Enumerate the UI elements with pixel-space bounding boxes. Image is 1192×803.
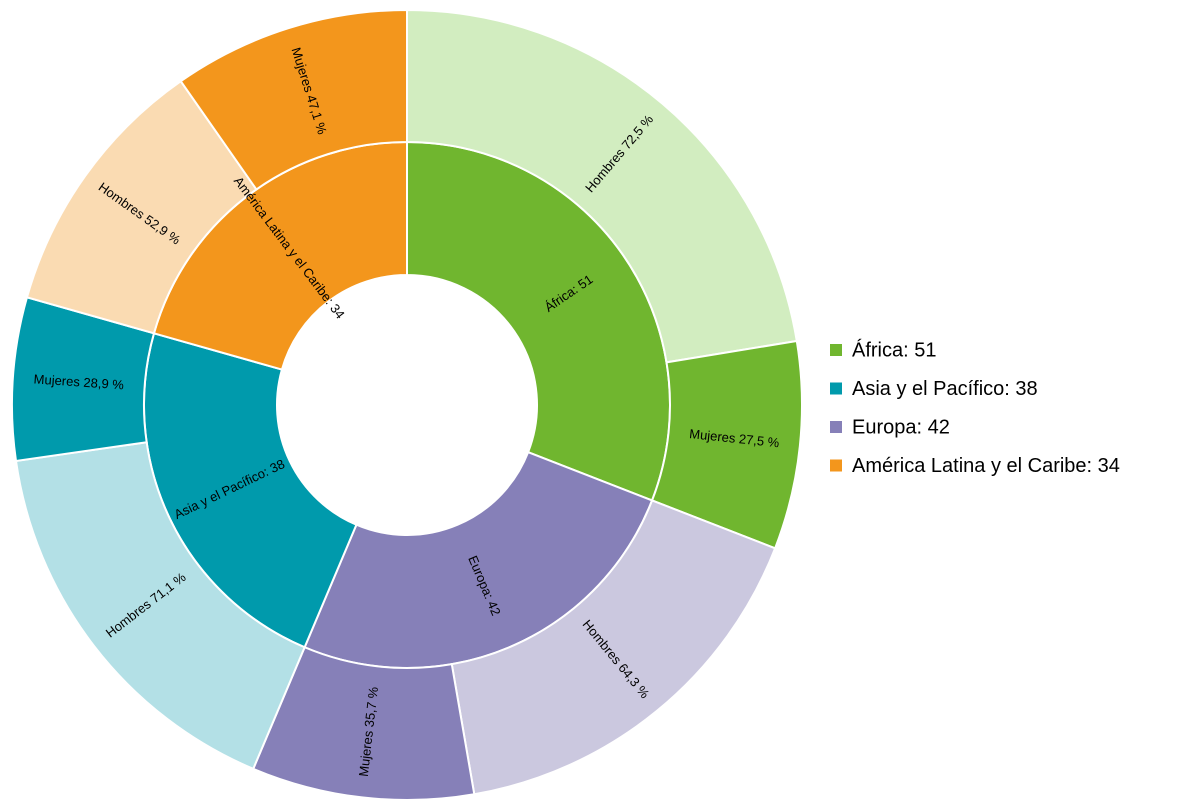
legend-swatch (830, 382, 842, 395)
outer-segment (179, 8, 408, 191)
legend-swatch (830, 421, 842, 433)
legend-label: Asia y el Pacífico: 38 (852, 378, 1038, 400)
legend-label: América Latina y el Caribe: 34 (852, 455, 1120, 477)
legend-swatch (830, 344, 842, 356)
segment-label: Mujeres 28,9 % (33, 371, 125, 392)
legend-label: Europa: 42 (852, 416, 950, 438)
outer-segment (406, 8, 798, 364)
legend-swatch (830, 459, 842, 472)
legend-label: África: 51 (852, 338, 936, 361)
